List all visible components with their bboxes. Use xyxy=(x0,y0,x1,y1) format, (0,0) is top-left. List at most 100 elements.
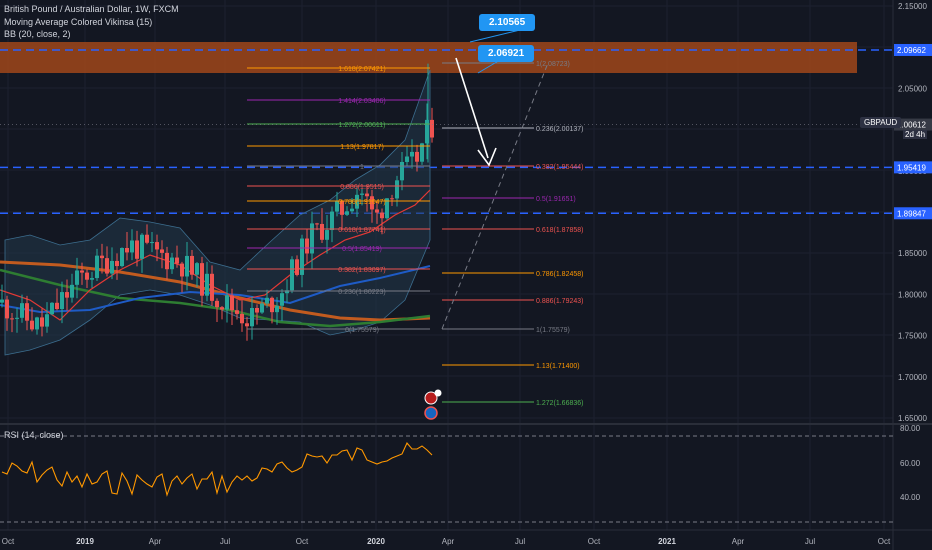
rsi-label[interactable]: RSI (14, close) xyxy=(4,430,64,440)
indicator-ma-label[interactable]: Moving Average Colored Vikinsa (15) xyxy=(4,17,153,27)
candle xyxy=(335,201,339,212)
candle xyxy=(205,273,209,296)
callout-lower[interactable]: 2.06921 xyxy=(478,45,535,62)
candle xyxy=(350,208,354,212)
candle xyxy=(245,323,249,327)
candle xyxy=(215,300,219,308)
flag-badge-icon xyxy=(424,406,438,420)
candle xyxy=(295,259,299,275)
symbol-tag: GBPAUD xyxy=(860,117,902,128)
fib-left-label-6: 0.786(1.91047) xyxy=(338,199,385,206)
candle xyxy=(330,211,334,231)
candle xyxy=(115,260,119,267)
candle xyxy=(360,193,364,195)
price-tick-7: 1.70000 xyxy=(898,373,927,382)
level-tag-bg-2 xyxy=(894,207,932,220)
fib-right-label-5: 0.786(1.82458) xyxy=(536,271,583,278)
fib-left-label-2: 1.272(2.00611) xyxy=(339,122,386,129)
candle xyxy=(140,234,144,259)
candle xyxy=(380,212,384,219)
candle xyxy=(250,307,254,327)
candle xyxy=(110,260,114,274)
candle xyxy=(345,211,349,215)
event-badge-icon xyxy=(424,391,438,405)
candle xyxy=(70,284,74,298)
candle xyxy=(85,272,89,280)
time-tick-8: Oct xyxy=(588,537,601,546)
fib-right-label-0: 1(2.08723) xyxy=(536,61,570,68)
candle xyxy=(40,317,44,327)
candle xyxy=(220,307,224,310)
candle xyxy=(60,292,64,310)
candle xyxy=(65,292,69,298)
candle xyxy=(290,259,294,291)
fib-trend-line xyxy=(441,62,549,330)
fib-left-label-9: 0.382(1.83097) xyxy=(338,267,385,274)
candle xyxy=(355,194,359,209)
candle xyxy=(145,234,149,243)
candle xyxy=(80,270,84,273)
current-price-tag-bg xyxy=(894,118,932,131)
candle xyxy=(280,293,284,306)
time-tick-11: Jul xyxy=(805,537,815,546)
candle xyxy=(375,209,379,213)
candle xyxy=(405,156,409,162)
candle xyxy=(200,263,204,296)
candle xyxy=(95,255,99,279)
candle xyxy=(10,318,14,320)
candle xyxy=(255,307,259,313)
fib-right-label-3: 0.5(1.91651) xyxy=(536,196,576,203)
candle xyxy=(415,151,419,162)
candle xyxy=(225,295,229,310)
level-tag-0: 2.09662 xyxy=(897,46,926,55)
candle xyxy=(105,258,109,274)
current-price-tag: 2.00612 xyxy=(897,121,926,130)
candle xyxy=(195,263,199,275)
candle xyxy=(370,196,374,210)
fib-right-label-4: 0.618(1.87858) xyxy=(536,227,583,234)
fib-left-label-0: 1.618(2.07421) xyxy=(338,66,385,73)
time-tick-7: Jul xyxy=(515,537,525,546)
price-tick-8: 1.65000 xyxy=(898,414,927,423)
bar-countdown: 2d 4h xyxy=(903,130,928,139)
fib-left-label-10: 0.236(1.80223) xyxy=(338,289,385,296)
fib-right-label-1: 0.236(2.00137) xyxy=(536,126,583,133)
symbol-title[interactable]: British Pound / Australian Dollar, 1W, F… xyxy=(4,4,179,14)
level-tag-1: 1.95419 xyxy=(897,163,926,172)
rsi-tick-0: 80.00 xyxy=(900,424,921,433)
ma-blue xyxy=(0,265,431,314)
candle xyxy=(390,198,394,200)
time-tick-6: Apr xyxy=(442,537,455,546)
candle xyxy=(30,320,34,330)
candle xyxy=(50,302,54,315)
fib-right-label-6: 0.886(1.79243) xyxy=(536,298,583,305)
bollinger-band xyxy=(4,69,431,356)
time-tick-3: Jul xyxy=(220,537,230,546)
candle xyxy=(25,303,29,321)
candle xyxy=(235,310,239,314)
ma-red xyxy=(0,189,431,321)
candle xyxy=(100,255,104,259)
fib-left-label-11: 0(1.75579) xyxy=(345,327,379,334)
candle xyxy=(15,317,19,319)
price-tick-4: 1.85000 xyxy=(898,249,927,258)
projection-arrow-head xyxy=(477,147,497,167)
indicator-bb-label[interactable]: BB (20, close, 2) xyxy=(4,29,71,39)
event-count-dot xyxy=(434,389,442,397)
rsi-tick-2: 40.00 xyxy=(900,493,921,502)
candle xyxy=(120,247,124,267)
candle xyxy=(5,299,9,319)
candle xyxy=(265,297,269,304)
candle xyxy=(315,223,319,225)
candle xyxy=(175,257,179,264)
time-tick-9: 2021 xyxy=(658,537,676,546)
candle xyxy=(240,313,244,324)
candle xyxy=(420,143,424,162)
candle xyxy=(340,201,344,215)
price-tick-1: 2.05000 xyxy=(898,84,927,93)
callout-upper[interactable]: 2.10565 xyxy=(479,14,536,31)
fib-right-label-9: 1.272(1.66836) xyxy=(536,400,583,407)
candle xyxy=(285,290,289,294)
candle xyxy=(400,161,404,181)
